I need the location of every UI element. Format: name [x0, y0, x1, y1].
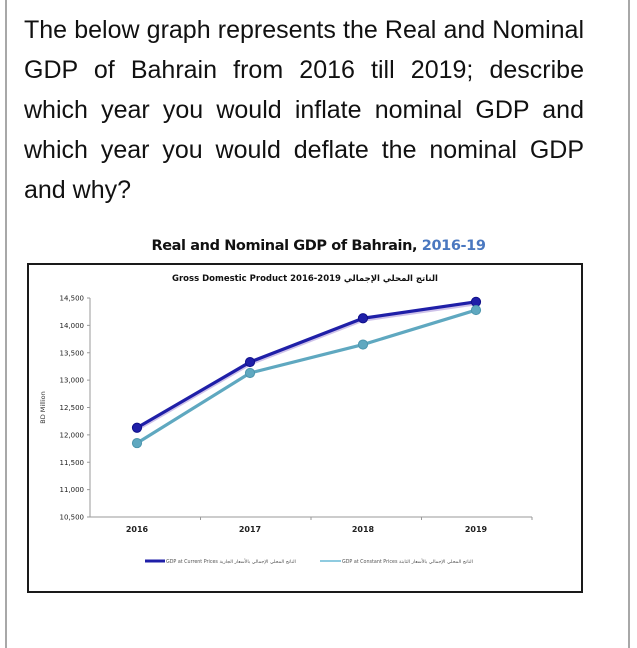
chart-title-years: 2016-19	[421, 238, 486, 254]
chart-container: Gross Domestic Product 2016-2019 الناتج …	[27, 263, 583, 593]
x-tick-label: 2018	[352, 525, 375, 534]
question-text: The below graph represents the Real and …	[24, 16, 584, 204]
y-tick-label: 14,500	[60, 295, 85, 303]
series-shadow	[136, 302, 477, 432]
x-tick-label: 2016	[126, 525, 149, 534]
data-point-marker	[357, 339, 369, 350]
data-point-marker	[131, 437, 143, 449]
x-tick-label: 2019	[465, 525, 488, 534]
y-tick-label: 10,500	[60, 514, 85, 522]
y-tick-label: 13,500	[60, 349, 85, 357]
series-line-current-prices	[136, 300, 477, 430]
y-tick-label: 12,000	[60, 431, 85, 439]
data-point-marker	[131, 422, 143, 433]
series-line-constant-prices	[136, 308, 477, 445]
chart-title-main: Real and Nominal GDP of Bahrain,	[151, 238, 422, 254]
data-point-marker	[244, 356, 256, 368]
page-frame	[5, 0, 630, 648]
y-tick-label: 11,500	[60, 459, 85, 467]
y-tick-label: 12,500	[60, 404, 85, 412]
data-point-marker	[470, 304, 482, 316]
chart-title: Real and Nominal GDP of Bahrain, 2016-19	[0, 238, 637, 254]
y-axis-label: BD Million	[39, 391, 47, 423]
y-tick-label: 11,000	[60, 486, 85, 494]
y-tick-label: 14,000	[60, 322, 85, 330]
line-chart: Gross Domestic Product 2016-2019 الناتج …	[39, 274, 533, 565]
legend-label-current: GDP at Current Prices الناتج المحلي الإج…	[166, 558, 296, 565]
chart-subtitle: Gross Domestic Product 2016-2019 الناتج …	[172, 274, 438, 284]
legend-label-constant: GDP at Constant Prices الناتج المحلي الإ…	[342, 558, 473, 565]
data-point-marker	[357, 313, 369, 324]
x-tick-label: 2017	[239, 525, 261, 534]
data-point-marker	[244, 367, 256, 379]
y-tick-label: 13,000	[60, 377, 85, 385]
